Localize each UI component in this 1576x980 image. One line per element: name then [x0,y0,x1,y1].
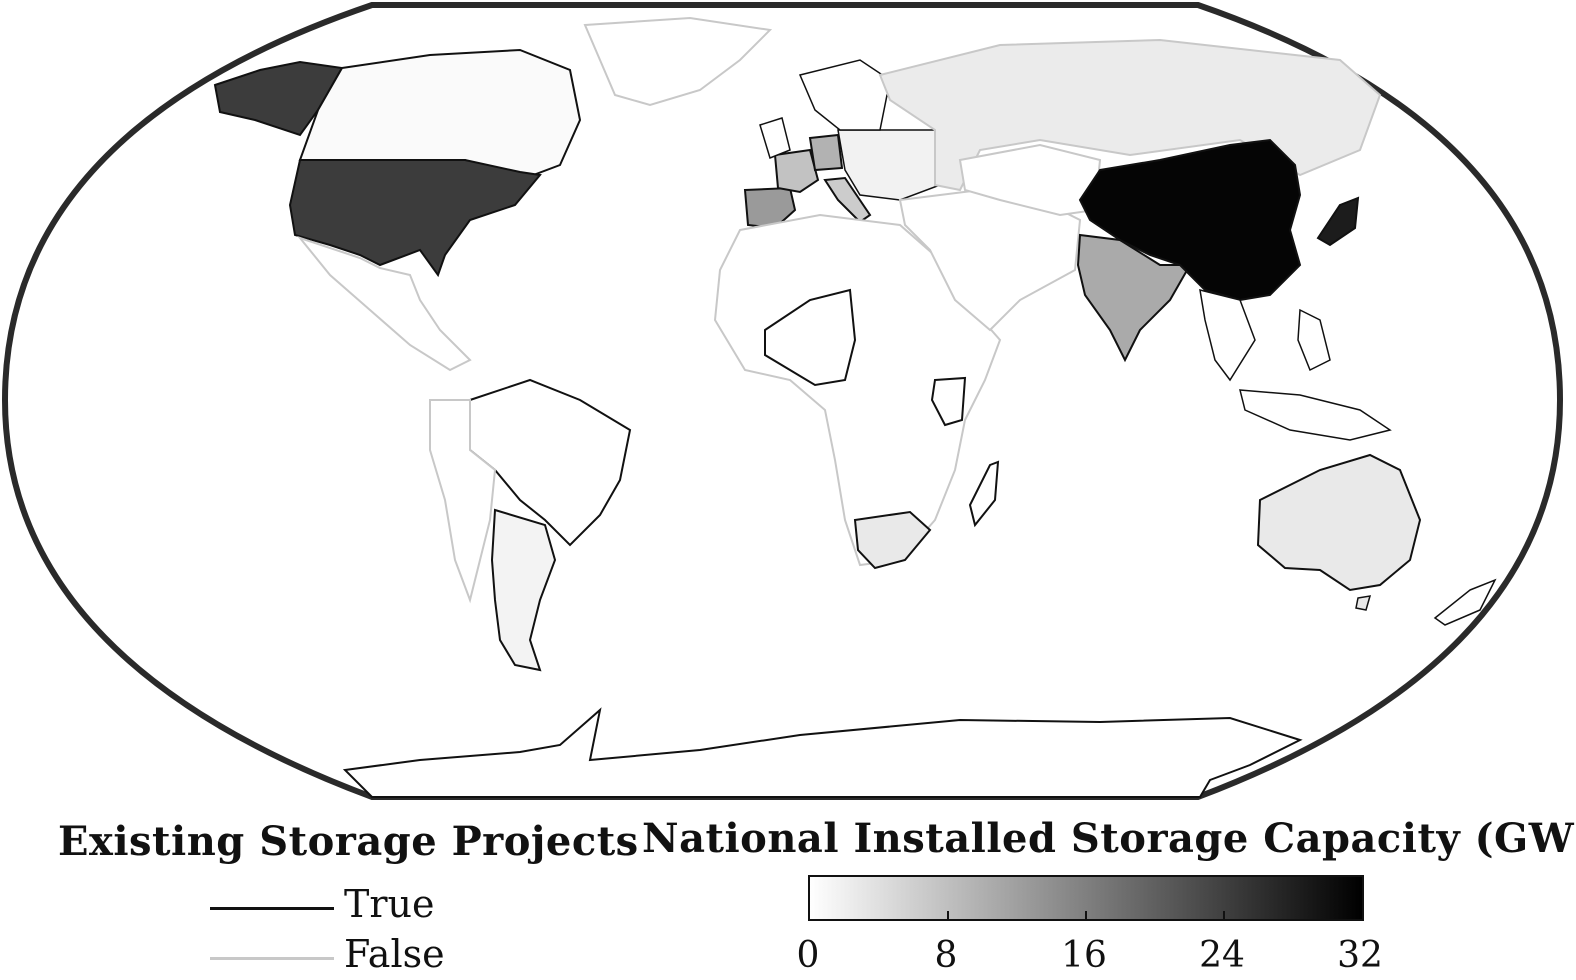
kenya [930,376,967,427]
uk [759,117,791,160]
france [773,148,820,194]
south-america-west [429,399,497,604]
tasmania [1355,595,1372,611]
capacity-legend-title: National Installed Storage Capacity (GW) [642,815,1576,862]
colorbar-tick-label-8: 8 [934,935,958,976]
indonesia [1239,389,1392,441]
south-africa [853,510,932,570]
capacity-colorbar [808,875,1364,921]
india [1076,233,1192,363]
united-states [288,159,542,278]
west-africa [764,288,857,387]
germany [808,133,844,172]
colorbar-tick-label-24: 24 [1199,935,1245,976]
colorbar-tick [947,911,949,919]
antarctica [342,707,1303,798]
colorbar-tick [1085,911,1087,919]
canada [298,48,582,182]
colorbar-tick [1223,911,1225,919]
philippines [1297,308,1331,372]
legend-true-line [210,907,334,910]
legend-true-label: True [344,882,435,926]
china [1078,138,1302,302]
new-zealand [1433,578,1497,626]
colorbar-tick-label-32: 32 [1337,935,1383,976]
australia [1256,453,1422,592]
southeast-asia [1199,288,1256,382]
central-asia [958,143,1102,217]
greenland [583,16,773,107]
madagascar [968,460,1000,528]
russia [878,38,1382,192]
legend-false-label: False [344,932,445,976]
scandinavia [798,59,891,131]
colorbar-tick-label-16: 16 [1061,935,1107,976]
italy [823,176,872,224]
colorbar-tick-label-0: 0 [796,935,820,976]
mexico [297,235,472,372]
existing-projects-legend-title: Existing Storage Projects [58,818,639,865]
japan [1316,196,1360,247]
argentina [490,508,557,672]
legend-false-line [210,957,334,960]
